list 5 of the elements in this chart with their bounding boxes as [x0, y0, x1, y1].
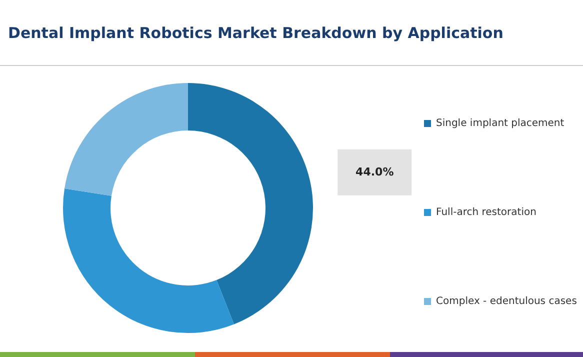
legend-label: Full-arch restoration — [436, 207, 536, 218]
data-label: 44.0% — [356, 165, 394, 178]
legend-label: Single implant placement — [436, 118, 564, 129]
legend-label: Complex - edentulous cases — [436, 296, 577, 307]
chart-title: Dental Implant Robotics Market Breakdown by Application — [8, 24, 504, 42]
